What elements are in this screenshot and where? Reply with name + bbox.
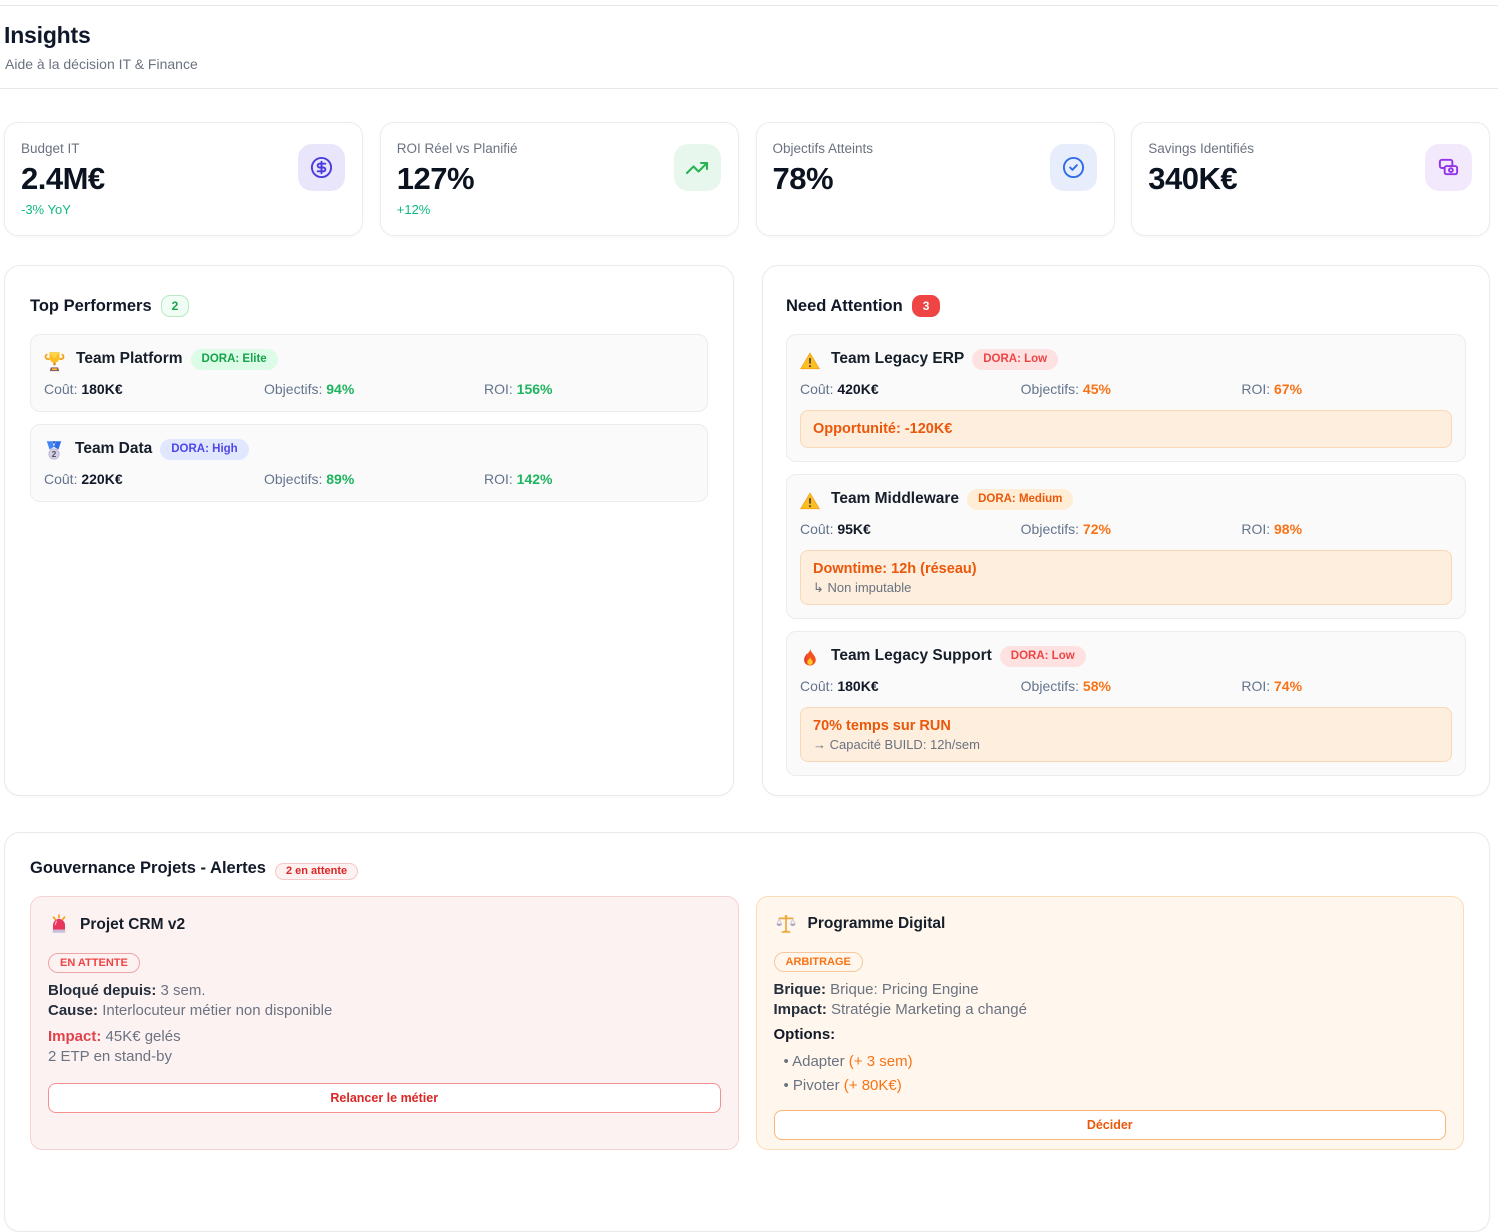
svg-text:2: 2	[52, 449, 57, 459]
